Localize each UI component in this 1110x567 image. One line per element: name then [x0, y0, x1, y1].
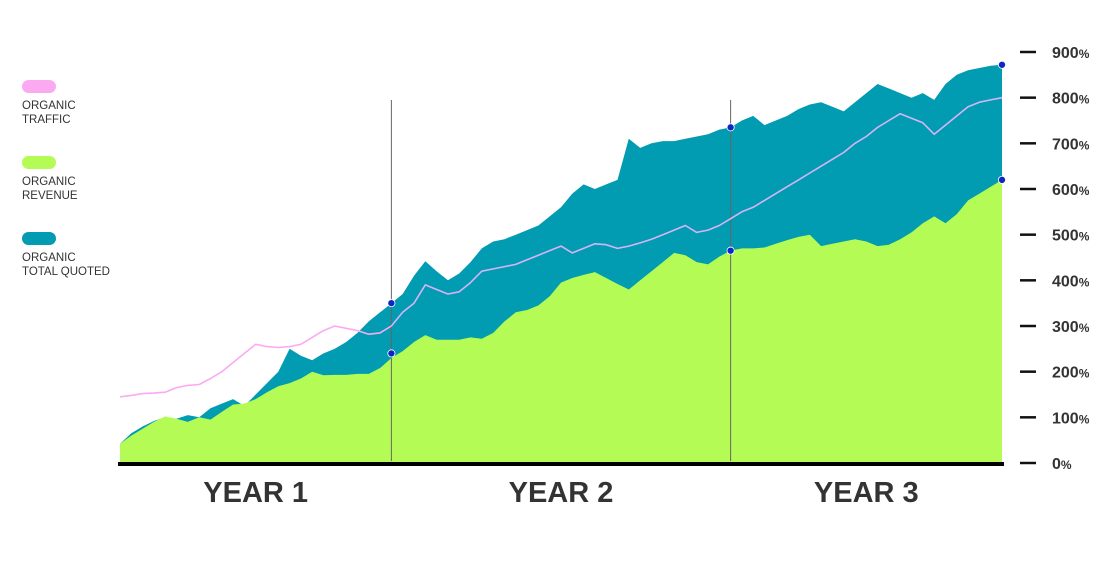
y-tick-label-400: 400%: [1052, 273, 1090, 290]
y-tick-label-600: 600%: [1052, 182, 1090, 199]
legend-label-organic-total-quoted: ORGANIC TOTAL QUOTED: [22, 252, 110, 278]
period-label-year-3: YEAR 3: [814, 477, 919, 509]
marker-point-2: [387, 349, 396, 358]
legend-label-organic-revenue: ORGANIC REVENUE: [22, 176, 78, 202]
series-area-organic-revenue: [120, 179, 1002, 463]
y-tick-label-200: 200%: [1052, 365, 1090, 382]
marker-point-4: [726, 246, 735, 255]
marker-point-1: [387, 299, 396, 308]
legend-swatch-organic-total-quoted: [22, 232, 56, 245]
marker-point-3: [726, 123, 735, 132]
legend-item-organic-traffic: ORGANIC TRAFFIC: [22, 80, 142, 156]
legend-item-organic-total-quoted: ORGANIC TOTAL QUOTED: [22, 232, 142, 308]
y-tick-label-700: 700%: [1052, 136, 1090, 153]
y-tick-label-300: 300%: [1052, 319, 1090, 336]
y-tick-label-800: 800%: [1052, 91, 1090, 108]
legend-item-organic-revenue: ORGANIC REVENUE: [22, 156, 142, 232]
marker-point-6: [998, 175, 1007, 184]
y-tick-label-100: 100%: [1052, 410, 1090, 427]
series-line-organic-traffic-part-2: [390, 96, 1003, 327]
y-tick-label-500: 500%: [1052, 228, 1090, 245]
legend-swatch-organic-revenue: [22, 156, 56, 169]
series-line-organic-traffic-part-1: [119, 325, 392, 398]
marker-point-5: [998, 60, 1007, 69]
y-tick-label-0: 0%: [1052, 456, 1072, 473]
legend-swatch-organic-traffic: [22, 80, 56, 93]
y-tick-label-900: 900%: [1052, 45, 1090, 62]
legend-label-organic-traffic: ORGANIC TRAFFIC: [22, 100, 76, 126]
legend: ORGANIC TRAFFIC ORGANIC REVENUE ORGANIC …: [22, 80, 142, 308]
period-label-year-1: YEAR 1: [203, 477, 308, 509]
period-label-year-2: YEAR 2: [509, 477, 614, 509]
